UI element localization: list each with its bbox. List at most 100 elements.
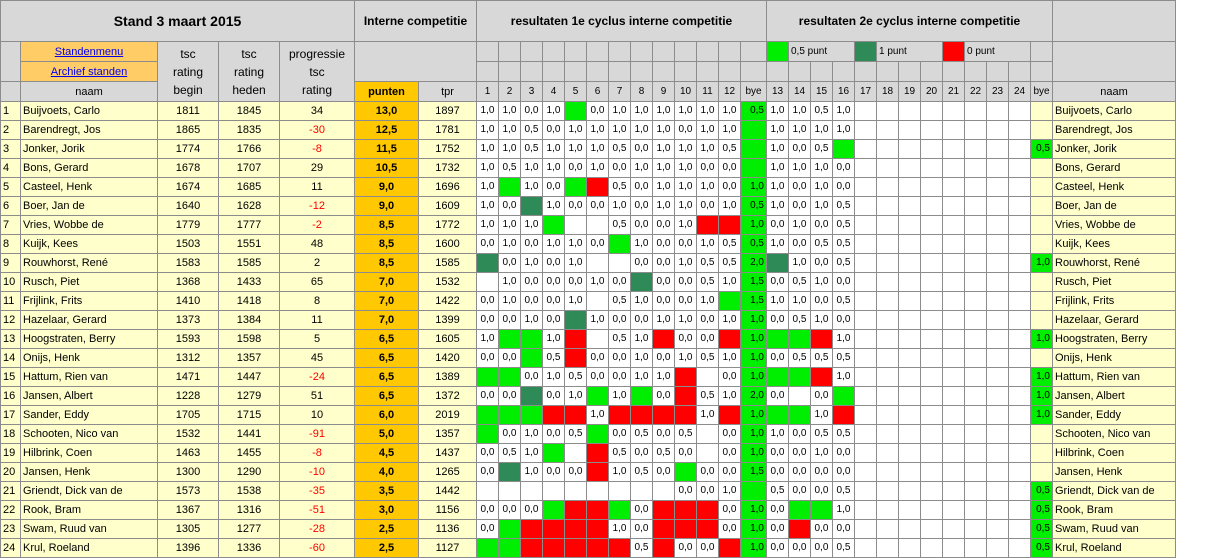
progressie: 45 bbox=[279, 348, 355, 368]
player-name-right: Frijlink, Frits bbox=[1052, 291, 1176, 311]
result-win bbox=[498, 462, 521, 482]
result-cell: 1,0 bbox=[832, 120, 855, 140]
player-name-right: Hilbrink, Coen bbox=[1052, 443, 1176, 463]
table-row: 9 Rouwhorst, René 1583 1585 2 8,5 1585 0,0 1,0 0,… bbox=[0, 253, 1176, 273]
result-cell bbox=[854, 329, 877, 349]
result-cell: 0,0 bbox=[652, 291, 675, 311]
result-cell bbox=[1008, 234, 1031, 254]
bye-cell: 1,0 bbox=[740, 367, 767, 387]
archief-link[interactable]: Archief standen bbox=[50, 65, 128, 78]
result-cell: 0,0 bbox=[564, 272, 587, 292]
result-cell: 0,5 bbox=[498, 443, 521, 463]
result-cell bbox=[876, 215, 899, 235]
progressie: -30 bbox=[279, 120, 355, 140]
result-cell bbox=[986, 462, 1009, 482]
result-cell: 0,5 bbox=[696, 348, 719, 368]
result-cell: 0,0 bbox=[810, 462, 833, 482]
result-cell: 0,5 bbox=[788, 310, 811, 330]
result-half bbox=[476, 424, 499, 444]
progressie: 48 bbox=[279, 234, 355, 254]
round-header: 3 bbox=[520, 81, 543, 102]
result-loss bbox=[564, 329, 587, 349]
result-cell bbox=[942, 215, 965, 235]
result-cell: 1,0 bbox=[810, 177, 833, 197]
result-cell: 1,0 bbox=[810, 272, 833, 292]
result-cell bbox=[920, 215, 943, 235]
result-loss bbox=[608, 405, 631, 425]
result-cell bbox=[986, 158, 1009, 178]
rank: 9 bbox=[0, 253, 21, 273]
table-row: 18 Schooten, Nico van 1532 1441 -91 5,0 1357 0,… bbox=[0, 424, 1176, 444]
result-cell bbox=[876, 196, 899, 216]
table-row: 11 Frijlink, Frits 1410 1418 8 7,0 1422 0,0 1,0 0… bbox=[0, 291, 1176, 311]
result-cell bbox=[854, 348, 877, 368]
result-cell: 0,0 bbox=[586, 101, 609, 121]
result-cell: 0,0 bbox=[766, 348, 789, 368]
player-name-right: Hoogstraten, Berry bbox=[1052, 329, 1176, 349]
result-cell bbox=[964, 272, 987, 292]
result-cell: 1,0 bbox=[498, 215, 521, 235]
result-cell: 1,0 bbox=[766, 291, 789, 311]
cycle1-blank bbox=[674, 41, 697, 62]
header-blank bbox=[498, 61, 521, 82]
table-row: 15 Hattum, Rien van 1471 1447 -24 6,5 1389 0,0 1… bbox=[0, 367, 1176, 387]
result-cell: 0,0 bbox=[630, 443, 653, 463]
result-half bbox=[498, 329, 521, 349]
punten: 6,5 bbox=[354, 367, 419, 387]
header-blank bbox=[898, 61, 921, 82]
player-name-right: Griendt, Dick van de bbox=[1052, 481, 1176, 501]
result-cell bbox=[876, 329, 899, 349]
bye-empty bbox=[1030, 120, 1053, 140]
result-cell: 0,0 bbox=[718, 462, 741, 482]
rating-heden: 1598 bbox=[218, 329, 280, 349]
round-header: 10 bbox=[674, 81, 697, 102]
result-cell bbox=[898, 101, 921, 121]
result-cell bbox=[854, 177, 877, 197]
result-cell: 0,0 bbox=[832, 310, 855, 330]
result-cell bbox=[964, 424, 987, 444]
result-cell: 1,0 bbox=[832, 500, 855, 520]
result-cell: 0,5 bbox=[608, 443, 631, 463]
result-cell: 0,0 bbox=[498, 348, 521, 368]
result-cell: 1,0 bbox=[718, 120, 741, 140]
result-half bbox=[788, 405, 811, 425]
result-cell: 1,0 bbox=[788, 158, 811, 178]
result-half bbox=[542, 500, 565, 520]
result-cell: 1,0 bbox=[810, 405, 833, 425]
result-cell: 0,0 bbox=[674, 272, 697, 292]
player-name: Kuijk, Kees bbox=[20, 234, 158, 254]
bye-cell: 0,5 bbox=[740, 101, 767, 121]
cycle1-blank bbox=[542, 41, 565, 62]
result-cell: 0,0 bbox=[832, 158, 855, 178]
punten-header: punten bbox=[354, 81, 419, 102]
result-cell: 1,0 bbox=[652, 139, 675, 159]
round-header: 1 bbox=[476, 81, 499, 102]
result-cell bbox=[986, 519, 1009, 539]
standenmenu-link[interactable]: Standenmenu bbox=[54, 45, 124, 58]
result-cell: 1,0 bbox=[564, 291, 587, 311]
player-name-right: Vries, Wobbe de bbox=[1052, 215, 1176, 235]
result-cell bbox=[898, 348, 921, 368]
result-cell: 1,0 bbox=[788, 291, 811, 311]
result-cell: 0,0 bbox=[652, 272, 675, 292]
result-loss bbox=[652, 500, 675, 520]
result-cell bbox=[964, 291, 987, 311]
rating-begin: 1312 bbox=[157, 348, 219, 368]
result-cell: 0,5 bbox=[608, 215, 631, 235]
header-blank bbox=[718, 61, 741, 82]
result-cell bbox=[1008, 215, 1031, 235]
round-header: 2 bbox=[498, 81, 521, 102]
round-header: 19 bbox=[898, 81, 921, 102]
progressie: -60 bbox=[279, 538, 355, 558]
rating-begin: 1463 bbox=[157, 443, 219, 463]
table-row: 16 Jansen, Albert 1228 1279 51 6,5 1372 0,0 0,0 0… bbox=[0, 386, 1176, 406]
tpr: 1265 bbox=[418, 462, 477, 482]
result-cell bbox=[898, 481, 921, 501]
result-loss bbox=[652, 538, 675, 558]
rating-heden: 1707 bbox=[218, 158, 280, 178]
result-cell bbox=[920, 310, 943, 330]
table-row: 13 Hoogstraten, Berry 1593 1598 5 6,5 1605 1,0 1… bbox=[0, 329, 1176, 349]
bye-empty bbox=[1030, 272, 1053, 292]
result-cell: 0,0 bbox=[520, 367, 543, 387]
result-half bbox=[740, 158, 767, 178]
